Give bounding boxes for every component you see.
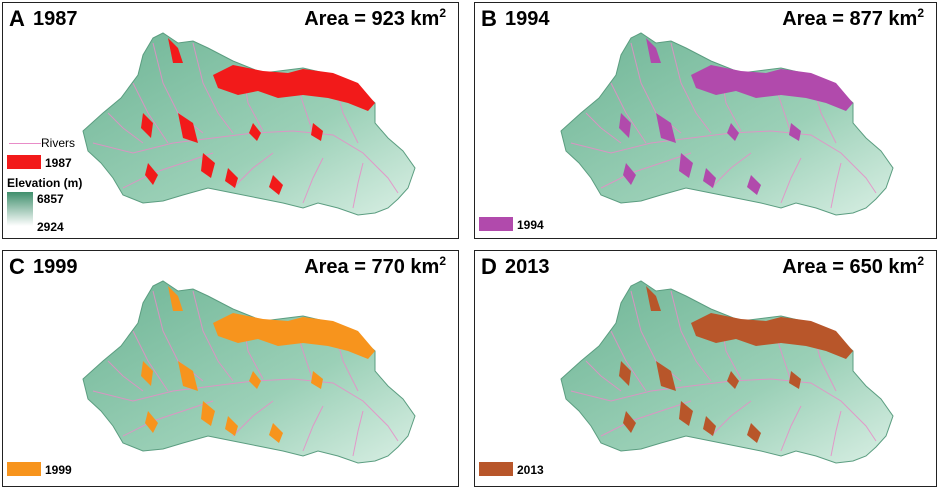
panel-year: 1987 — [33, 8, 78, 30]
elevation-min: 2924 — [37, 220, 64, 234]
elevation-legend-title: Elevation (m) — [7, 176, 83, 190]
area-label: Area = 877 km2 — [782, 6, 924, 30]
panel-1999: C 1999 Area = 770 km2 1999 — [2, 250, 459, 487]
panel-year: 2013 — [505, 256, 550, 278]
area-label: Area = 650 km2 — [782, 254, 924, 278]
panel-letter: B — [481, 6, 497, 31]
rivers-legend-label: Rivers — [41, 136, 76, 150]
panel-year: 1999 — [33, 256, 78, 278]
panel-1987: A 1987 Area = 923 km2 Rivers 1987 Elevat… — [2, 2, 459, 239]
glacier-legend-swatch — [479, 462, 513, 476]
panel-year: 1994 — [505, 8, 550, 30]
glacier-legend-swatch — [479, 217, 513, 231]
glacier-legend-label: 1999 — [45, 463, 72, 477]
area-label: Area = 770 km2 — [304, 254, 446, 278]
basin-map — [82, 32, 416, 216]
elevation-gradient — [7, 192, 33, 226]
glacier-legend-swatch — [7, 462, 41, 476]
glacier-legend-label: 1994 — [517, 218, 544, 232]
panel-letter: D — [481, 254, 497, 279]
basin-map — [82, 280, 416, 464]
basin-map — [560, 32, 894, 216]
glacier-legend-label: 2013 — [517, 463, 544, 477]
area-label: Area = 923 km2 — [304, 6, 446, 30]
panel-letter: A — [9, 6, 25, 31]
glacier-legend-swatch — [7, 155, 41, 169]
panel-1994: B 1994 Area = 877 km2 1994 — [474, 2, 937, 239]
basin-map — [560, 280, 894, 464]
glacier-legend-label: 1987 — [45, 156, 72, 170]
rivers-legend-line — [9, 143, 41, 144]
panel-2013: D 2013 Area = 650 km2 2013 — [474, 250, 937, 487]
elevation-max: 6857 — [37, 192, 64, 206]
panel-letter: C — [9, 254, 25, 279]
